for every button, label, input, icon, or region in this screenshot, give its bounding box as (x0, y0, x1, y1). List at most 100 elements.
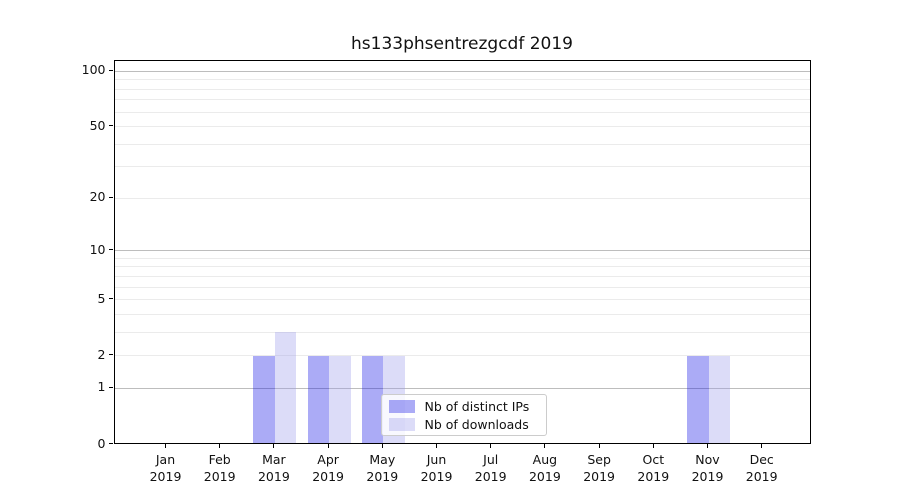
minor-gridline (114, 257, 810, 259)
minor-gridline (114, 286, 810, 288)
y-tick-label: 20 (89, 189, 106, 205)
minor-gridline (114, 331, 810, 333)
x-tick-year: 2019 (312, 468, 344, 484)
x-tick-mark (219, 443, 221, 449)
x-tick-year: 2019 (366, 468, 399, 484)
legend-label-downloads: Nb of downloads (424, 416, 529, 432)
x-tick-mark (598, 443, 600, 449)
legend-swatch-distinct-ips (388, 399, 415, 413)
x-tick-label: Oct 2019 (625, 451, 681, 485)
chart-title: hs133phsentrezgcdf 2019 (351, 34, 573, 54)
x-tick-label: Dec 2019 (734, 451, 790, 485)
x-tick-month: Mar (262, 451, 286, 467)
x-tick-month: Jan (155, 451, 176, 467)
x-tick-month: Jun (426, 451, 447, 467)
major-gridline (114, 70, 810, 72)
minor-gridline (114, 79, 810, 81)
minor-gridline (114, 88, 810, 90)
y-tick-mark (108, 196, 114, 199)
plot-area: Nb of distinct IPs Nb of downloads (113, 60, 811, 444)
y-tick-label: 50 (89, 117, 106, 133)
x-tick-month: Nov (695, 451, 720, 467)
x-tick-label: Jun 2019 (409, 451, 465, 485)
x-tick-label: Aug 2019 (517, 451, 573, 485)
x-tick-month: Apr (317, 451, 339, 467)
legend-item-downloads: Nb of downloads (388, 416, 546, 432)
x-tick-year: 2019 (420, 468, 453, 484)
y-tick-mark (108, 354, 114, 356)
minor-gridline (114, 355, 810, 357)
y-tick-label: 0 (97, 435, 106, 451)
bar-downloads-nov (708, 355, 730, 444)
x-tick-label: Sep 2019 (571, 451, 627, 485)
x-tick-year: 2019 (691, 468, 724, 484)
x-tick-mark (761, 443, 763, 449)
x-tick-month: Dec (749, 451, 774, 467)
minor-gridline (114, 143, 810, 145)
x-tick-mark (544, 443, 546, 449)
y-tick-label: 1 (97, 379, 106, 395)
bar-distinct-ips-may (361, 355, 384, 444)
x-tick-year: 2019 (745, 468, 778, 484)
y-tick-label: 10 (89, 241, 106, 257)
y-tick-mark (108, 249, 114, 251)
minor-gridline (114, 275, 810, 277)
x-tick-mark (164, 443, 167, 449)
y-tick-mark (108, 125, 114, 127)
x-tick-mark (490, 443, 492, 449)
minor-gridline (114, 126, 810, 128)
x-tick-year: 2019 (637, 468, 670, 484)
y-tick-label: 2 (97, 346, 106, 362)
x-tick-mark (327, 443, 329, 449)
legend: Nb of distinct IPs Nb of downloads (380, 394, 547, 436)
x-tick-mark (273, 443, 275, 449)
x-tick-year: 2019 (583, 468, 615, 484)
x-tick-month: Oct (642, 451, 665, 467)
minor-gridline (114, 111, 810, 113)
x-tick-label: May 2019 (354, 451, 410, 485)
y-tick-label: 5 (97, 290, 106, 306)
x-tick-year: 2019 (149, 468, 182, 484)
x-tick-label: Jan 2019 (138, 451, 194, 485)
y-tick-mark (108, 69, 114, 72)
x-tick-year: 2019 (257, 468, 290, 484)
legend-label-distinct-ips: Nb of distinct IPs (424, 398, 530, 414)
x-tick-label: Mar 2019 (246, 451, 302, 485)
bars-layer (115, 61, 811, 444)
minor-gridline (114, 313, 810, 315)
x-tick-mark (706, 443, 709, 449)
gridlines-layer (114, 61, 810, 443)
y-tick-label: 100 (81, 62, 106, 78)
bar-downloads-apr (329, 355, 351, 444)
x-tick-label: Jul 2019 (463, 451, 519, 485)
x-tick-month: Aug (532, 451, 558, 467)
legend-item-distinct-ips: Nb of distinct IPs (388, 398, 546, 414)
major-gridline (114, 250, 810, 252)
legend-swatch-downloads (388, 417, 415, 431)
minor-gridline (114, 197, 810, 199)
x-tick-label: Apr 2019 (300, 451, 356, 485)
minor-gridline (114, 99, 810, 101)
x-tick-mark (381, 443, 383, 449)
minor-gridline (114, 166, 810, 168)
y-tick-mark (108, 386, 114, 389)
x-tick-month: Feb (208, 451, 231, 467)
x-tick-year: 2019 (474, 468, 507, 484)
x-tick-mark (435, 443, 438, 449)
minor-gridline (114, 266, 810, 268)
x-tick-label: Nov 2019 (680, 451, 736, 485)
major-gridline (114, 387, 810, 389)
bar-distinct-ips-mar (253, 355, 275, 444)
bar-downloads-mar (274, 332, 297, 444)
x-tick-month: Sep (587, 451, 611, 467)
x-tick-label: Feb 2019 (192, 451, 248, 485)
minor-gridline (114, 299, 810, 301)
x-tick-year: 2019 (528, 468, 561, 484)
x-tick-mark (652, 443, 654, 449)
x-tick-year: 2019 (203, 468, 236, 484)
y-tick-mark (108, 298, 114, 300)
bar-distinct-ips-apr (307, 355, 330, 444)
x-tick-month: May (369, 451, 396, 467)
bar-distinct-ips-nov (687, 355, 709, 444)
